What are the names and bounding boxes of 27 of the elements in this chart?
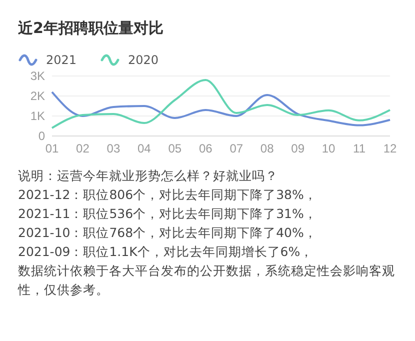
line-series — [51, 79, 391, 129]
x-tick-label: 05 — [168, 142, 182, 156]
line-series — [51, 91, 391, 126]
x-tick-label: 09 — [291, 142, 305, 156]
x-tick-label: 04 — [138, 142, 152, 156]
text: 2021-12：职位806个，对比去年同期下降了38%， — [18, 187, 317, 202]
y-tick-label: 1K — [30, 108, 45, 123]
chart-title: 近2年招聘职位量对比 — [17, 19, 164, 37]
x-tick-label: 11 — [353, 142, 366, 156]
text: 2021-11：职位536个，对比去年同期下降了31%， — [18, 206, 317, 221]
legend-label: 2020 — [128, 53, 159, 67]
x-tick-label: 10 — [322, 142, 336, 156]
y-tick-label: 0 — [38, 128, 46, 143]
x-tick-label: 12 — [383, 142, 397, 156]
x-tick-label: 06 — [198, 142, 213, 156]
text: 数据统计依赖于各大平台发布的公开数据，系统稳定性会影响客观性，仅供参考。 — [17, 263, 395, 297]
y-tick-label: 3K — [30, 68, 45, 83]
text: 2021-10：职位768个，对比去年同期下降了40%， — [18, 225, 317, 240]
text: 说明：运营今年就业形势怎么样？好就业吗？ — [18, 168, 278, 183]
x-tick-label: 07 — [230, 142, 244, 156]
x-tick-label: 08 — [260, 142, 274, 156]
y-tick-label: 2K — [30, 88, 45, 103]
legend-label: 2021 — [46, 53, 77, 67]
text: 2021-09：职位1.1K个，对比去年同期增长了6%， — [18, 244, 314, 259]
x-tick-label: 01 — [45, 142, 59, 156]
x-tick-label: 03 — [106, 142, 120, 156]
x-tick-label: 02 — [76, 142, 90, 156]
